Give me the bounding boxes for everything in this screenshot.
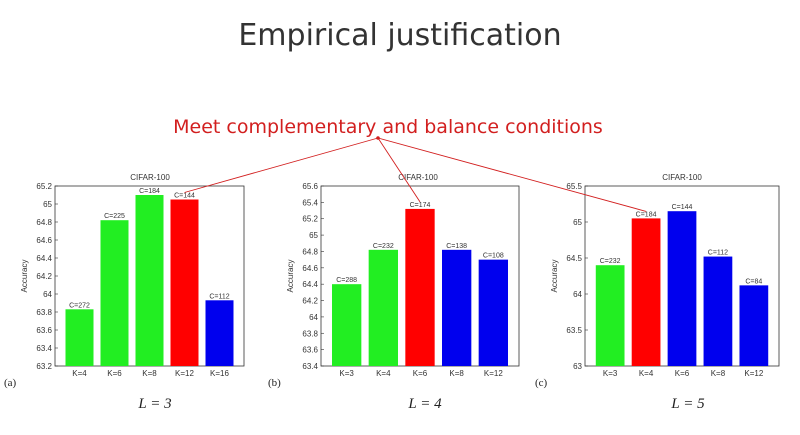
x-tick-label: K=4 [639, 369, 654, 378]
x-tick-label: K=6 [107, 369, 122, 378]
panel-id: (b) [268, 377, 281, 389]
bar-data-label: C=184 [636, 211, 657, 218]
bar-k4 [65, 309, 94, 366]
panel-caption: L = 4 [407, 396, 442, 412]
y-axis-label: Accuracy [20, 260, 29, 293]
bar-k12 [739, 285, 769, 366]
x-tick-label: K=6 [413, 369, 428, 378]
y-tick-label: 64.4 [36, 254, 52, 263]
y-tick-label: 65.5 [566, 182, 582, 191]
x-tick-label: K=8 [449, 369, 464, 378]
bar-k6 [667, 211, 697, 366]
y-tick-label: 65.2 [36, 182, 52, 191]
y-tick-label: 63.8 [302, 329, 318, 338]
slide-title: Empirical justification [238, 18, 562, 53]
y-tick-label: 65.4 [302, 198, 318, 207]
panel-id: (a) [4, 377, 17, 389]
y-tick-label: 64.5 [566, 254, 582, 263]
y-tick-label: 63.4 [36, 344, 52, 353]
bar-k12 [478, 259, 508, 366]
bar-data-label: C=144 [174, 193, 195, 200]
panel-caption: L = 3 [137, 396, 171, 412]
bar-k8 [442, 249, 472, 366]
y-tick-label: 63.2 [36, 362, 52, 371]
y-axis-label: Accuracy [286, 260, 295, 293]
panel-id: (c) [535, 377, 548, 389]
x-tick-label: K=4 [72, 369, 87, 378]
y-tick-label: 65 [43, 200, 52, 209]
bar-data-label: C=112 [209, 293, 229, 300]
bar-k4 [368, 249, 398, 366]
y-tick-label: 64 [309, 313, 318, 322]
bar-k3 [595, 265, 625, 366]
y-tick-label: 64 [43, 290, 52, 299]
annotation-arrow [377, 137, 647, 212]
x-tick-label: K=4 [376, 369, 391, 378]
x-tick-label: K=3 [603, 369, 618, 378]
chart-title: CIFAR-100 [130, 173, 170, 182]
y-tick-label: 64 [573, 290, 582, 299]
x-tick-label: K=6 [675, 369, 690, 378]
annotation-arrow [377, 137, 421, 203]
y-tick-label: 65.6 [302, 182, 318, 191]
x-tick-label: K=3 [339, 369, 354, 378]
y-tick-label: 65 [309, 231, 318, 240]
bar-data-label: C=174 [410, 202, 431, 209]
bar-k3 [332, 284, 362, 366]
bar-k6 [100, 220, 129, 366]
chart-title: CIFAR-100 [662, 173, 702, 182]
annotation-arrow [184, 137, 379, 193]
bar-k12 [170, 199, 199, 366]
bar-data-label: C=84 [745, 278, 762, 285]
y-tick-label: 63 [573, 362, 582, 371]
bar-k8 [135, 195, 164, 366]
y-tick-label: 64.2 [302, 297, 318, 306]
y-tick-label: 63.6 [36, 326, 52, 335]
annotation-arrow-origin [376, 136, 380, 140]
y-tick-label: 65 [573, 218, 582, 227]
y-tick-label: 64.2 [36, 272, 52, 281]
bar-k4 [631, 218, 661, 366]
bar-k8 [703, 256, 733, 366]
panel-caption: L = 5 [670, 396, 705, 412]
y-tick-label: 63.6 [302, 346, 318, 355]
bar-data-label: C=108 [483, 253, 504, 260]
y-tick-label: 64.8 [302, 247, 318, 256]
y-tick-label: 64.6 [36, 236, 52, 245]
bar-data-label: C=144 [672, 204, 693, 211]
bar-data-label: C=184 [139, 188, 160, 195]
bar-k6 [405, 208, 435, 366]
x-tick-label: K=8 [711, 369, 726, 378]
bar-data-label: C=272 [69, 302, 90, 309]
y-axis-label: Accuracy [550, 260, 559, 293]
x-tick-label: K=12 [744, 369, 763, 378]
bar-data-label: C=112 [708, 250, 728, 257]
y-tick-label: 63.5 [566, 326, 582, 335]
y-tick-label: 64.6 [302, 264, 318, 273]
x-tick-label: K=12 [175, 369, 194, 378]
bar-data-label: C=232 [600, 258, 621, 265]
chart-title: CIFAR-100 [398, 173, 438, 182]
bar-k16 [205, 300, 234, 366]
y-tick-label: 64.4 [302, 280, 318, 289]
bar-data-label: C=232 [373, 243, 394, 250]
bar-data-label: C=225 [104, 213, 125, 220]
bar-data-label: C=138 [446, 243, 467, 250]
x-tick-label: K=16 [210, 369, 229, 378]
y-tick-label: 63.4 [302, 362, 318, 371]
x-tick-label: K=12 [484, 369, 503, 378]
x-tick-label: K=8 [142, 369, 157, 378]
y-tick-label: 64.8 [36, 218, 52, 227]
annotation-text: Meet complementary and balance condition… [173, 116, 603, 138]
y-tick-label: 63.8 [36, 308, 52, 317]
bar-data-label: C=288 [336, 277, 357, 284]
y-tick-label: 65.2 [302, 215, 318, 224]
